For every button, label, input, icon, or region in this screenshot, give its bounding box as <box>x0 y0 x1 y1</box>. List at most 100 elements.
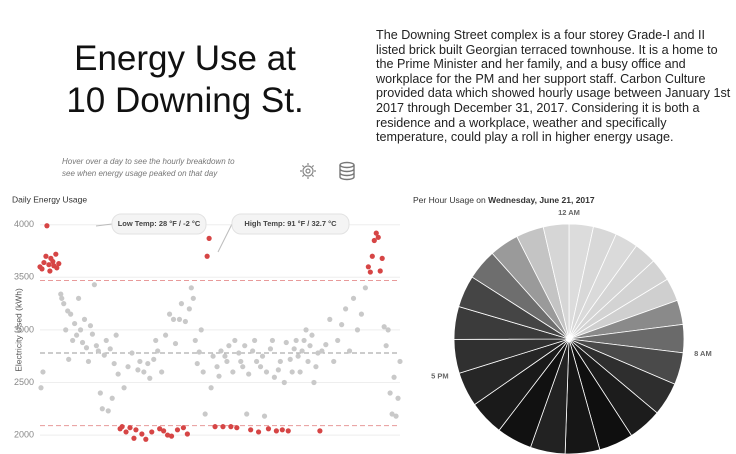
day-point[interactable] <box>246 371 252 377</box>
day-point[interactable] <box>250 348 256 354</box>
day-point[interactable] <box>180 425 187 431</box>
day-point[interactable] <box>287 356 293 362</box>
day-point[interactable] <box>141 369 147 375</box>
day-point[interactable] <box>220 424 226 430</box>
day-point[interactable] <box>307 343 313 349</box>
day-point[interactable] <box>125 364 131 370</box>
day-point[interactable] <box>147 375 153 381</box>
day-point[interactable] <box>113 332 119 338</box>
day-point[interactable] <box>159 369 165 375</box>
day-point[interactable] <box>206 235 212 241</box>
day-point[interactable] <box>73 332 80 338</box>
day-point[interactable] <box>208 385 214 391</box>
day-point[interactable] <box>184 431 190 437</box>
day-point[interactable] <box>350 295 357 301</box>
day-point[interactable] <box>39 266 45 272</box>
day-point[interactable] <box>129 350 135 356</box>
day-point[interactable] <box>123 429 129 435</box>
day-point[interactable] <box>226 343 232 349</box>
day-point[interactable] <box>89 331 96 337</box>
day-point[interactable] <box>54 265 60 271</box>
day-point[interactable] <box>83 345 90 351</box>
day-point[interactable] <box>365 264 371 270</box>
day-point[interactable] <box>313 364 319 370</box>
day-point[interactable] <box>295 353 301 359</box>
day-point[interactable] <box>242 343 248 349</box>
day-point[interactable] <box>155 348 161 354</box>
day-point[interactable] <box>40 369 46 375</box>
day-point[interactable] <box>331 358 337 365</box>
day-point[interactable] <box>389 411 395 417</box>
day-point[interactable] <box>72 320 78 327</box>
day-point[interactable] <box>139 431 145 437</box>
pie-slice[interactable] <box>542 223 570 340</box>
day-point[interactable] <box>178 301 185 307</box>
day-point[interactable] <box>107 346 113 352</box>
day-point[interactable] <box>115 371 121 377</box>
day-point[interactable] <box>99 406 105 412</box>
day-point[interactable] <box>133 427 139 433</box>
day-point[interactable] <box>293 337 299 344</box>
day-point[interactable] <box>252 337 258 344</box>
day-point[interactable] <box>283 339 289 346</box>
day-point[interactable] <box>319 348 325 354</box>
day-point[interactable] <box>212 424 218 430</box>
day-point[interactable] <box>172 340 179 347</box>
day-point[interactable] <box>59 295 65 301</box>
day-point[interactable] <box>44 223 50 229</box>
day-point[interactable] <box>210 353 216 359</box>
day-point[interactable] <box>111 360 117 367</box>
day-point[interactable] <box>311 379 317 386</box>
day-point[interactable] <box>236 350 242 356</box>
day-point[interactable] <box>224 358 230 365</box>
day-point[interactable] <box>362 285 368 291</box>
day-point[interactable] <box>248 427 254 433</box>
day-point[interactable] <box>335 337 341 344</box>
day-point[interactable] <box>198 327 204 333</box>
day-point[interactable] <box>367 269 373 275</box>
day-point[interactable] <box>186 306 192 312</box>
day-point[interactable] <box>275 367 281 373</box>
day-point[interactable] <box>261 413 268 419</box>
day-point[interactable] <box>149 429 155 435</box>
day-point[interactable] <box>131 435 137 441</box>
day-point[interactable] <box>41 259 47 266</box>
day-point[interactable] <box>47 268 53 274</box>
day-point[interactable] <box>101 352 107 358</box>
day-point[interactable] <box>151 356 157 362</box>
day-point[interactable] <box>375 234 381 240</box>
day-point[interactable] <box>66 356 72 362</box>
day-point[interactable] <box>68 311 74 317</box>
day-point[interactable] <box>265 426 272 432</box>
day-point[interactable] <box>346 348 353 354</box>
day-point[interactable] <box>137 358 143 365</box>
day-point[interactable] <box>190 295 196 301</box>
day-point[interactable] <box>387 390 393 396</box>
day-point[interactable] <box>371 237 377 244</box>
day-point[interactable] <box>75 295 82 301</box>
day-point[interactable] <box>315 350 321 356</box>
day-point[interactable] <box>145 360 151 367</box>
day-point[interactable] <box>53 251 59 257</box>
day-point[interactable] <box>303 327 309 333</box>
day-point[interactable] <box>163 332 169 338</box>
day-point[interactable] <box>253 358 260 365</box>
day-point[interactable] <box>381 324 387 330</box>
day-point[interactable] <box>255 429 262 435</box>
day-point[interactable] <box>157 426 163 432</box>
day-point[interactable] <box>170 316 177 322</box>
day-point[interactable] <box>200 369 206 375</box>
day-point[interactable] <box>222 353 228 359</box>
day-point[interactable] <box>81 316 88 322</box>
day-point[interactable] <box>97 390 103 396</box>
day-point[interactable] <box>305 358 311 365</box>
day-point[interactable] <box>240 364 246 370</box>
day-point[interactable] <box>119 424 125 430</box>
day-point[interactable] <box>257 364 264 370</box>
day-point[interactable] <box>271 374 277 380</box>
day-point[interactable] <box>182 318 188 325</box>
database-icon[interactable] <box>339 161 355 181</box>
day-point[interactable] <box>358 311 365 317</box>
day-point[interactable] <box>70 337 76 344</box>
day-point[interactable] <box>63 327 69 333</box>
